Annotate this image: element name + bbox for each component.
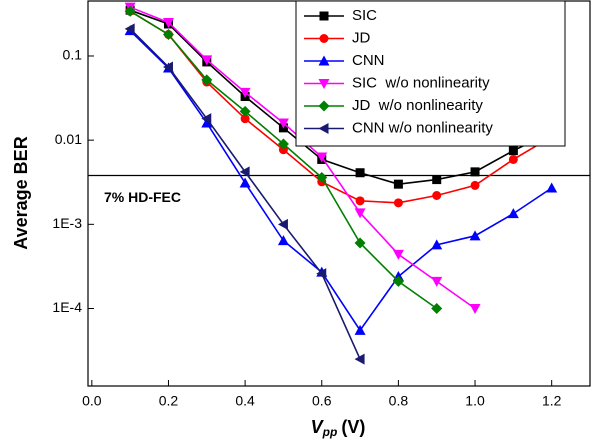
x-tick-label: 1.0 [465, 393, 485, 409]
marker [201, 55, 213, 66]
marker [240, 114, 250, 124]
marker [354, 237, 366, 249]
legend-label: SIC [352, 7, 377, 24]
marker [162, 28, 174, 40]
marker [201, 117, 213, 128]
y-tick-label: 1E-3 [52, 215, 82, 231]
x-label-unit: (V) [341, 417, 365, 437]
marker [239, 166, 250, 178]
marker [277, 138, 289, 150]
marker [201, 113, 212, 125]
marker [393, 179, 403, 189]
marker [162, 61, 173, 73]
marker [354, 208, 366, 219]
marker [277, 235, 289, 246]
series-line [129, 10, 553, 204]
marker [201, 74, 213, 86]
x-tick-label: 0.4 [235, 393, 255, 409]
x-tick-label: 1.2 [542, 393, 562, 409]
marker [316, 171, 328, 183]
marker [431, 302, 443, 314]
marker [277, 218, 288, 230]
x-tick-label: 0.6 [312, 393, 332, 409]
marker [318, 100, 330, 112]
marker [355, 168, 365, 178]
marker [432, 175, 442, 185]
legend-label: JD [352, 29, 371, 46]
y-tick-label: 0.01 [55, 131, 82, 147]
marker [318, 123, 329, 134]
x-label-symbol: V [311, 417, 325, 437]
series-line [129, 30, 553, 332]
marker [316, 152, 328, 163]
marker [431, 276, 443, 287]
x-tick-label: 0.2 [159, 393, 179, 409]
marker [239, 177, 251, 188]
marker [239, 87, 251, 98]
legend-box [295, 0, 566, 147]
marker [277, 118, 289, 129]
marker [469, 230, 481, 241]
x-tick-label: 0.0 [82, 393, 102, 409]
legend-label: SIC w/o nonlinearity [352, 74, 490, 91]
marker [354, 324, 366, 335]
marker [319, 11, 329, 21]
marker [316, 268, 327, 280]
y-tick-label: 0.1 [63, 47, 83, 63]
legend-label: CNN [352, 52, 385, 69]
marker [507, 208, 519, 219]
marker [546, 182, 558, 193]
y-axis-label: Average BER [11, 136, 31, 249]
marker [124, 23, 135, 35]
marker [508, 146, 518, 156]
marker [318, 55, 330, 66]
marker [393, 198, 403, 208]
marker [470, 167, 480, 177]
marker [469, 303, 481, 314]
y-tick-label: 1E-4 [52, 299, 82, 315]
x-axis-label: Vpp (V) [311, 417, 366, 439]
marker [392, 249, 404, 260]
marker [319, 34, 329, 43]
threshold-label: 7% HD-FEC [104, 189, 181, 205]
marker [508, 154, 518, 164]
marker [392, 275, 404, 287]
marker [162, 17, 174, 28]
marker [470, 180, 480, 190]
marker [278, 145, 288, 155]
x-tick-label: 0.8 [389, 393, 409, 409]
legend-label: CNN w/o nonlinearity [352, 119, 493, 136]
marker [431, 239, 443, 250]
marker [432, 191, 442, 201]
marker [318, 79, 330, 89]
marker [124, 5, 136, 17]
marker [355, 196, 365, 206]
legend-label: JD w/o nonlinearity [352, 97, 483, 114]
marker [354, 353, 365, 365]
x-label-subscript: pp [322, 425, 338, 439]
marker [239, 105, 251, 117]
series-line [129, 9, 553, 185]
